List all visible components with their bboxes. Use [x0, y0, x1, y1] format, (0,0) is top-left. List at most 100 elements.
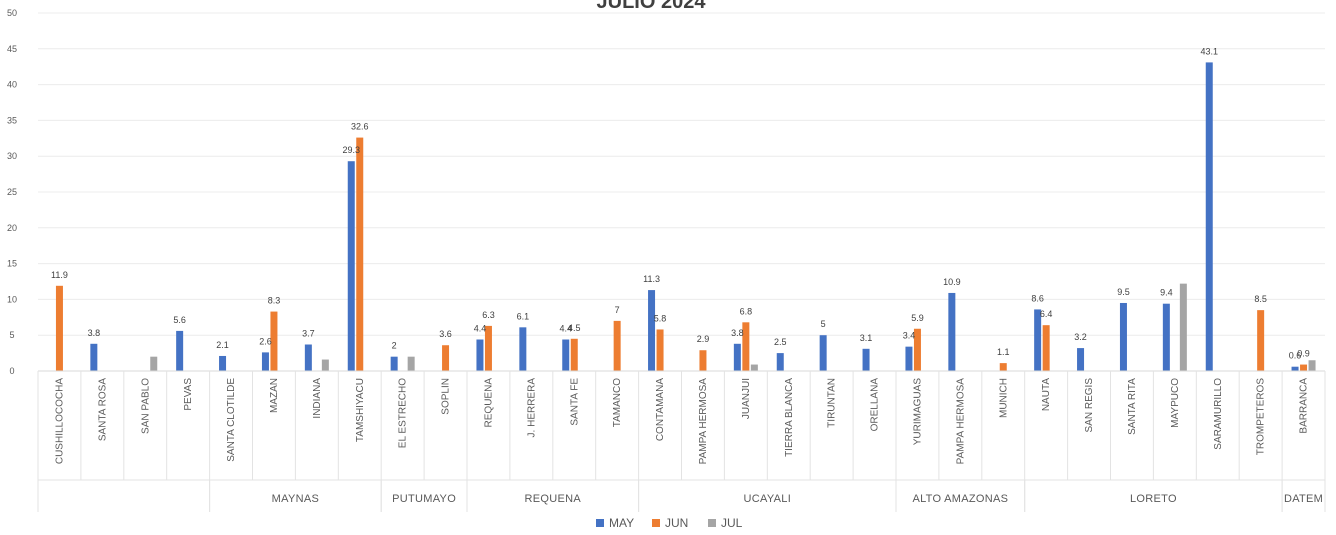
bar-jul — [321, 359, 329, 371]
bar-jun — [656, 329, 664, 371]
bar-may — [1291, 366, 1299, 371]
category-label: TROMPETEROS — [1256, 378, 1267, 456]
data-label: 3.4 — [903, 331, 916, 341]
bar-jun — [1300, 364, 1308, 371]
y-tick-label: 35 — [7, 115, 17, 125]
category-label: TAMSHIYACU — [355, 378, 366, 442]
data-label: 4.4 — [559, 323, 572, 333]
data-label: 5.9 — [911, 313, 924, 323]
group-label: UCAYALI — [744, 493, 792, 505]
bar-may — [476, 339, 484, 371]
data-label: 6.1 — [517, 311, 530, 321]
bar-jun — [613, 320, 621, 371]
bar-jun — [570, 338, 578, 371]
bar-may — [1077, 348, 1085, 371]
y-tick-label: 30 — [7, 151, 17, 161]
data-label: 5 — [821, 319, 826, 329]
bar-may — [1205, 62, 1213, 372]
data-label: 11.9 — [51, 270, 68, 280]
category-label: EL ESTRECHO — [398, 378, 409, 448]
data-label: 3.8 — [88, 328, 101, 338]
bar-may — [862, 348, 870, 371]
category-label: JUANJUI — [741, 378, 752, 419]
category-label: CUSHILLOCOCHA — [54, 378, 65, 464]
category-label: MAZAN — [269, 378, 280, 413]
y-tick-label: 0 — [9, 366, 14, 376]
group-label: PUTUMAYO — [392, 493, 456, 505]
category-label: CONTAMANA — [655, 378, 666, 441]
y-tick-label: 5 — [9, 330, 14, 340]
category-label: INDIANA — [312, 378, 323, 419]
data-label: 10.9 — [943, 277, 961, 287]
category-label: TAMANCO — [612, 378, 623, 427]
bar-may — [819, 335, 827, 371]
legend-swatch — [652, 519, 660, 527]
group-label: DATEM — [1284, 493, 1323, 505]
data-label: 8.5 — [1254, 294, 1267, 304]
data-label: 6.4 — [1040, 309, 1053, 319]
chart-title: JULIO 2024 — [597, 0, 707, 13]
bar-may — [733, 343, 741, 371]
category-label: PEVAS — [183, 378, 194, 411]
legend-label: JUL — [721, 516, 743, 530]
bars — [55, 62, 1316, 372]
data-label: 8.3 — [268, 296, 281, 306]
bar-jun — [699, 350, 707, 371]
category-label: SOPLIN — [441, 378, 452, 415]
bar-may — [390, 356, 398, 371]
bar-jul — [1308, 360, 1316, 371]
y-tick-label: 15 — [7, 259, 17, 269]
category-label: SANTA CLOTILDE — [226, 378, 237, 462]
data-label: 32.6 — [351, 122, 369, 132]
bar-jun — [913, 328, 921, 371]
group-label: ALTO AMAZONAS — [912, 493, 1008, 505]
y-tick-label: 40 — [7, 80, 17, 90]
bar-may — [948, 292, 956, 371]
category-label: TIERRA BLANCA — [784, 378, 795, 457]
category-label: PAMPA HERMOSA — [955, 378, 966, 465]
category-label: ORELLANA — [870, 378, 881, 432]
bar-may — [1119, 302, 1127, 371]
category-label: SANTA RITA — [1127, 378, 1138, 435]
bar-jun — [1257, 310, 1265, 371]
legend-swatch — [708, 519, 716, 527]
data-label: 4.4 — [474, 323, 487, 333]
legend-label: MAY — [609, 516, 634, 530]
data-label: 9.4 — [1160, 288, 1173, 298]
data-label: 7 — [615, 305, 620, 315]
bar-jun — [270, 311, 278, 371]
category-label: TIRUNTAN — [827, 378, 838, 428]
bar-jun — [484, 325, 492, 371]
legend-label: JUN — [665, 516, 688, 530]
data-label: 6.3 — [482, 310, 495, 320]
category-label: MUNICH — [998, 378, 1009, 418]
category-label: SANTA ROSA — [97, 378, 108, 441]
y-tick-label: 50 — [7, 8, 17, 18]
data-label: 11.3 — [643, 274, 660, 284]
bar-may — [176, 330, 184, 371]
data-label: 5.8 — [654, 313, 667, 323]
bar-jun — [999, 363, 1007, 371]
data-label: 8.6 — [1031, 293, 1044, 303]
data-label: 3.8 — [731, 328, 744, 338]
data-label: 2.6 — [259, 336, 272, 346]
gridlines — [38, 12, 1325, 372]
category-label: REQUENA — [483, 378, 494, 428]
category-label: MAYPUCO — [1170, 378, 1181, 428]
bar-may — [347, 161, 355, 371]
data-label: 2.1 — [216, 340, 229, 350]
bar-jun — [742, 322, 750, 371]
group-label: LORETO — [1130, 493, 1177, 505]
category-label: PAMPA HERMOSA — [698, 378, 709, 465]
data-label: 9.5 — [1117, 287, 1130, 297]
category-label: NAUTA — [1041, 378, 1052, 411]
data-label: 3.6 — [439, 329, 452, 339]
data-label: 2.5 — [774, 337, 787, 347]
y-tick-label: 20 — [7, 223, 17, 233]
data-label: 6.8 — [740, 306, 753, 316]
category-label: YURIMAGUAS — [912, 378, 923, 446]
bar-may — [219, 355, 227, 371]
y-tick-label: 25 — [7, 187, 17, 197]
data-label: 0.6 — [1289, 351, 1302, 361]
